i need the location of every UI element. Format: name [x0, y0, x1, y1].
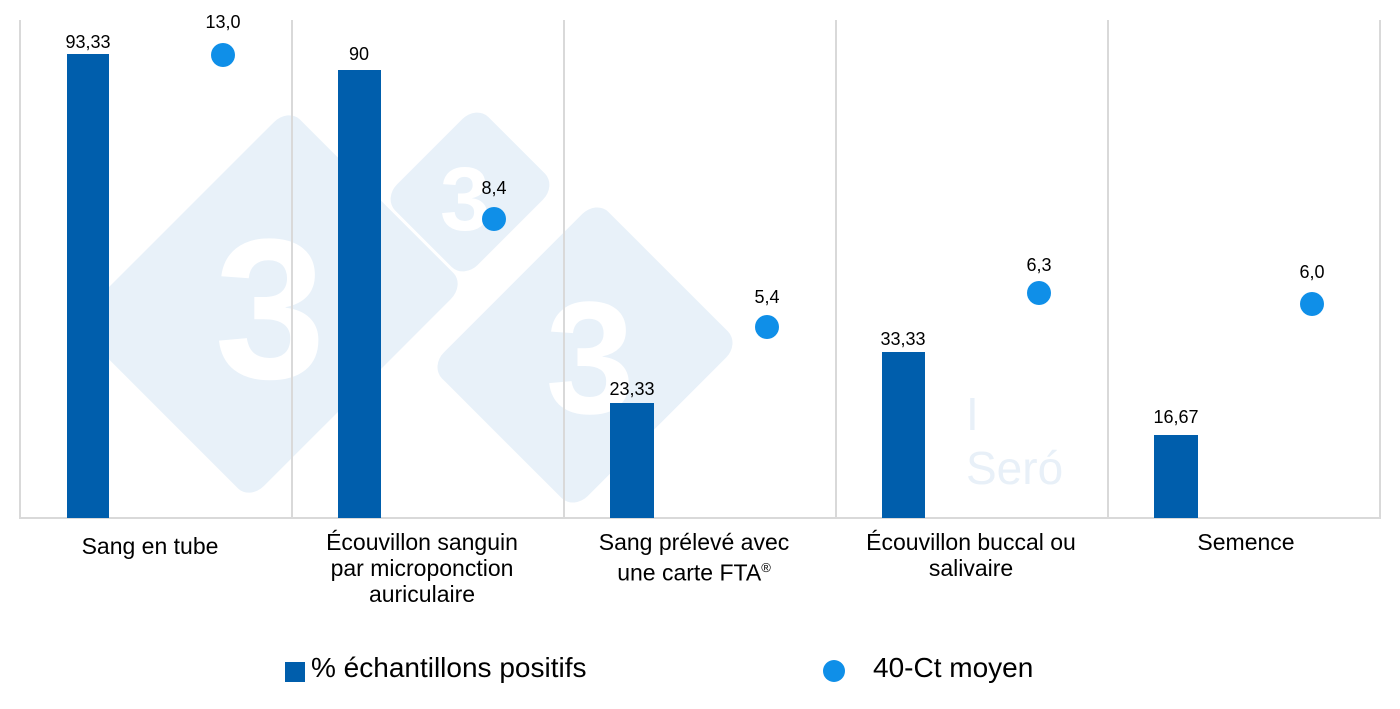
dot-label-sang-fta: 5,4: [754, 287, 780, 307]
watermark-diamond-large: [72, 107, 466, 501]
bar-semence: [1154, 435, 1198, 518]
watermark-three-large: 3: [214, 198, 326, 421]
bar-ecouvillon-buccal: [882, 352, 925, 518]
bar-label-ecouvillon-sanguin: 90: [348, 44, 370, 64]
category-line: une carte FTA®: [564, 555, 824, 586]
divider-4: [1107, 20, 1109, 519]
category-line: Écouvillon buccal ou: [866, 529, 1076, 555]
bar-label-sang-en-tube: 93,33: [65, 32, 111, 52]
bar-label-sang-fta: 23,33: [609, 379, 655, 399]
dot-semence: [1300, 292, 1324, 316]
x-axis-baseline: [19, 517, 1381, 519]
registered-mark: ®: [761, 560, 771, 575]
bar-label-ecouvillon-buccal: 33,33: [880, 329, 926, 349]
divider-1: [291, 20, 293, 519]
category-line: Écouvillon sanguin: [326, 529, 518, 555]
category-line: salivaire: [928, 555, 1014, 581]
legend-label-bars: % échantillons positifs: [311, 652, 587, 683]
bar-ecouvillon-sanguin: [338, 70, 381, 518]
category-label-semence: Semence: [1116, 529, 1376, 555]
dot-label-ecouvillon-sanguin: 8,4: [481, 178, 507, 198]
legend-item-dots: 40-Ct moyen: [823, 648, 1033, 688]
dot-label-semence: 6,0: [1299, 262, 1325, 282]
dot-label-sang-en-tube: 13,0: [205, 12, 241, 32]
bar-sang-en-tube: [67, 54, 109, 518]
category-label-sang-en-tube: Sang en tube: [20, 533, 280, 559]
watermark-three-small: 3: [439, 150, 491, 250]
category-line: Sang en tube: [81, 533, 219, 559]
legend-dot-swatch-icon: [823, 660, 845, 682]
dot-sang-fta: [755, 315, 779, 339]
dot-sang-en-tube: [211, 43, 235, 67]
category-line: Semence: [1197, 529, 1295, 555]
divider-left: [19, 20, 21, 519]
category-line-text: une carte FTA: [617, 559, 762, 586]
bar-label-semence: 16,67: [1153, 407, 1199, 427]
watermark-text: I Seró: [966, 388, 1064, 494]
divider-3: [835, 20, 837, 519]
legend-label-dots: 40-Ct moyen: [873, 652, 1034, 683]
category-label-sang-fta: Sang prélevé avec une carte FTA®: [564, 529, 824, 586]
dot-ecouvillon-sanguin: [482, 207, 506, 231]
category-line: Sang prélevé avec: [598, 529, 790, 555]
category-label-ecouvillon-sanguin: Écouvillon sanguin par microponction aur…: [292, 529, 552, 607]
dot-ecouvillon-buccal: [1027, 281, 1051, 305]
category-line: auriculaire: [368, 581, 476, 607]
dot-label-ecouvillon-buccal: 6,3: [1026, 255, 1052, 275]
watermark-diamond-medium: [429, 199, 741, 511]
legend-item-bars: % échantillons positifs: [285, 648, 586, 688]
divider-2: [563, 20, 565, 519]
category-line: par microponction: [330, 555, 514, 581]
category-label-ecouvillon-buccal: Écouvillon buccal ou salivaire: [841, 529, 1101, 581]
bar-sang-fta: [610, 403, 654, 518]
divider-right: [1379, 20, 1381, 519]
legend-bar-swatch-icon: [285, 662, 305, 682]
